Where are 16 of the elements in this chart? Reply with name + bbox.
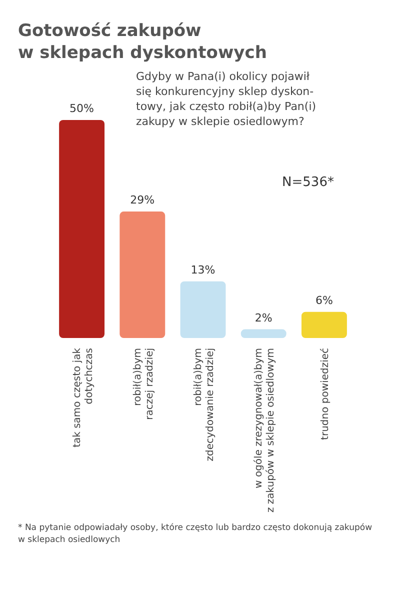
data-label: 29% <box>130 194 155 207</box>
data-label: 13% <box>190 263 216 276</box>
text: * Na pytanie odpowiadały osoby, które często lub bardzo często dokonują zakupów w sklepach osiedlowych <box>18 523 372 545</box>
data-label: 6% <box>315 294 333 307</box>
bar <box>59 120 105 338</box>
data-label: 2% <box>254 311 272 324</box>
bar <box>120 212 166 338</box>
chart-title: Gotowość zakupów w sklepach dyskontowych <box>18 21 267 63</box>
x-tick-label: tak samo często jak dotychczas <box>72 348 95 448</box>
data-label: 50% <box>70 102 94 115</box>
annotation: N=536* <box>282 175 334 190</box>
bar <box>240 329 286 338</box>
bar <box>180 281 226 338</box>
x-tick-label: trudno powiedzieć <box>320 348 332 440</box>
bar <box>301 312 347 338</box>
chart-subtitle: Gdyby w Pana(i) okolicy pojawił się konkurencyjny sklep dyskon- towy, jak często robił(a)by Pan(i) zakupy w sklepie osiedlowym? <box>136 70 316 128</box>
